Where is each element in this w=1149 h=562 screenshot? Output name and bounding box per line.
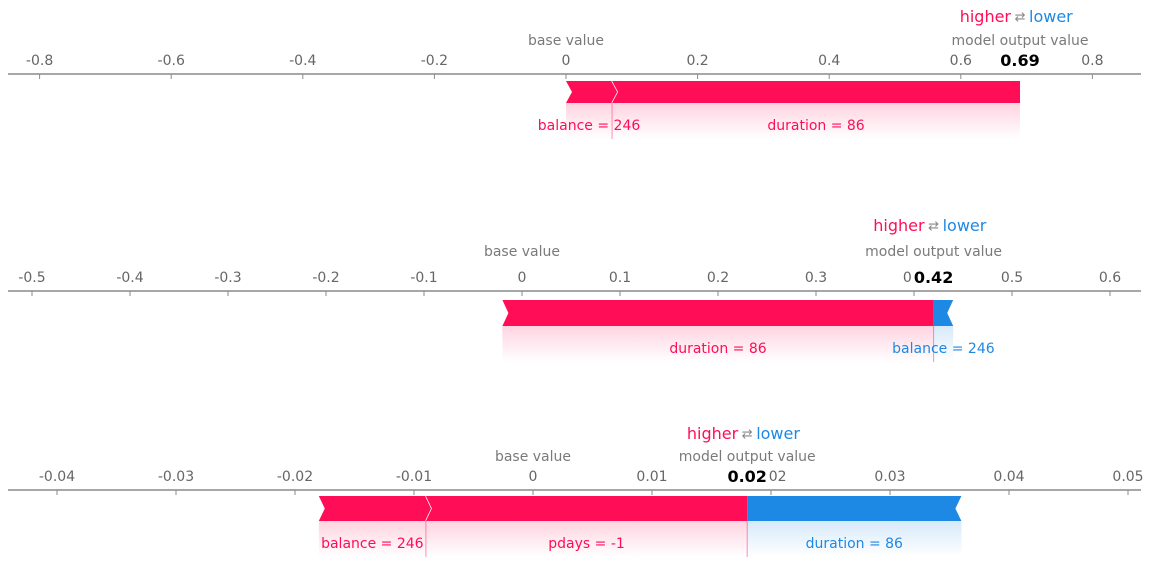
x-tick-label: -0.01 [396,469,432,485]
positive-contribution-bar [566,81,618,103]
feature-label: pdays = -1 [548,536,625,552]
legend-lower: lower [1029,7,1073,26]
positive-contribution-bar [612,81,1020,103]
feature-label: duration = 86 [806,536,903,552]
x-tick-label: 0 [562,53,571,69]
x-tick-label: -0.6 [158,53,185,69]
legend-arrows-icon: ⇄ [928,219,939,234]
x-tick-label: 0.8 [1081,53,1103,69]
x-tick-label: 0 [529,469,538,485]
output-value: 0.02 [727,467,766,486]
x-tick-label: -0.4 [289,53,316,69]
base-value-label: base value [528,33,604,49]
x-tick-label: -0.2 [421,53,448,69]
feature-label: balance = 246 [892,341,995,357]
x-tick-label: 0 [518,270,527,286]
negative-contribution-bar [934,300,954,326]
legend-lower: lower [756,424,800,443]
x-tick-label: -0.02 [277,469,313,485]
legend-lower: lower [943,216,987,235]
legend: higher ⇄ lower [960,7,1073,26]
output-value: 0.42 [914,268,953,287]
x-tick-label: -0.4 [116,270,143,286]
positive-contribution-bar [319,496,432,521]
model-output-value-label: model output value [679,449,816,465]
legend: higher ⇄ lower [687,424,800,443]
x-tick-label: 0.03 [874,469,905,485]
x-tick-label: 0.2 [707,270,729,286]
positive-contribution-bar [426,496,747,521]
x-tick-label: 0.4 [818,53,840,69]
x-tick-label: 0.04 [993,469,1024,485]
legend-higher: higher [873,216,925,235]
model-output-value-label: model output value [865,244,1002,260]
force-plot-2: -0.5 -0.4 -0.3 -0.2 -0.1 0 0.1 0.2 0.3 0.4 0.5 0.6b… [8,216,1141,362]
output-value: 0.69 [1000,51,1039,70]
x-tick-label: 0.1 [609,270,631,286]
x-tick-label: -0.5 [18,270,45,286]
x-tick-label: 0.3 [805,270,827,286]
x-tick-label: 0.01 [636,469,667,485]
feature-label: balance = 246 [321,536,424,552]
feature-label: duration = 86 [767,118,864,134]
x-tick-label: 0.5 [1001,270,1023,286]
positive-contribution-bar [502,300,933,326]
x-tick-label: 0.2 [686,53,708,69]
x-tick-label: 0.6 [950,53,972,69]
x-tick-label: -0.2 [312,270,339,286]
force-plot-1: -0.8 -0.6 -0.4 -0.2 0 0.2 0.4 0.6 0.8 base value m… [8,7,1141,139]
negative-contribution-bar [747,496,961,521]
legend-higher: higher [687,424,739,443]
legend-arrows-icon: ⇄ [742,427,753,442]
x-tick-label: 0.05 [1112,469,1143,485]
x-tick-label: -0.3 [214,270,241,286]
x-tick-label: -0.03 [158,469,194,485]
legend-higher: higher [960,7,1012,26]
model-output-value-label: model output value [952,33,1089,49]
feature-label: duration = 86 [669,341,766,357]
base-value-label: base value [484,244,560,260]
legend-arrows-icon: ⇄ [1015,10,1026,25]
x-tick-label: -0.1 [410,270,437,286]
x-tick-label: 0.6 [1099,270,1121,286]
legend: higher ⇄ lower [873,216,986,235]
base-value-label: base value [495,449,571,465]
x-tick-label: -0.8 [26,53,53,69]
force-plot-3: -0.04 -0.03 -0.02 -0.01 0 0.01 0.02 0.03 0.04 0.0… [8,424,1144,557]
x-tick-label: -0.04 [39,469,75,485]
